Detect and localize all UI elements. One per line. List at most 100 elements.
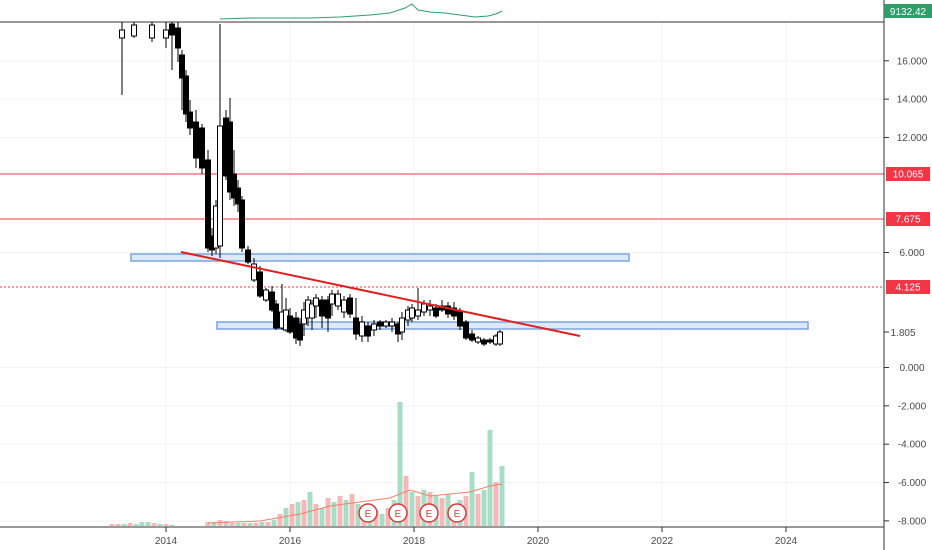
candle-body bbox=[335, 293, 341, 307]
volume-bar bbox=[163, 524, 169, 526]
volume-moving-average bbox=[207, 483, 503, 524]
candle-body bbox=[353, 317, 359, 335]
volume-bar bbox=[325, 498, 331, 526]
earnings-marker[interactable] bbox=[447, 503, 467, 523]
candle-body bbox=[193, 121, 199, 159]
price-level-badge bbox=[886, 167, 930, 181]
candle-body bbox=[481, 339, 487, 345]
earnings-marker[interactable] bbox=[358, 503, 378, 523]
candle-body bbox=[163, 29, 169, 39]
volume-bar bbox=[409, 492, 415, 526]
volume-bar bbox=[319, 508, 325, 526]
volume-bar bbox=[403, 476, 409, 526]
earnings-marker-label: E bbox=[365, 509, 372, 520]
price-tick-label: -4.000 bbox=[898, 440, 927, 451]
volume-bar bbox=[109, 524, 115, 526]
price-level-badge-label: 4.125 bbox=[895, 283, 920, 294]
price-tick-label: 6.000 bbox=[899, 248, 924, 259]
candle-body bbox=[205, 159, 211, 249]
volume-bar bbox=[271, 520, 277, 526]
volume-bar bbox=[385, 508, 391, 526]
volume-bar bbox=[475, 494, 481, 526]
candle-body bbox=[389, 321, 395, 327]
volume-bar bbox=[139, 522, 145, 526]
price-level-badge bbox=[886, 212, 930, 226]
candle-body bbox=[319, 299, 325, 317]
candle-body bbox=[313, 297, 319, 307]
volume-bar bbox=[121, 524, 127, 526]
price-badges: 10.065 7.675 4.125 1.805 bbox=[884, 167, 930, 339]
volume-bar bbox=[355, 504, 361, 526]
candle-body bbox=[347, 297, 353, 315]
candle-body bbox=[183, 75, 189, 115]
candle-body bbox=[409, 307, 415, 319]
time-tick-label: 2022 bbox=[651, 536, 674, 547]
time-axis[interactable]: 2014 2016 2018 2020 2022 2024 bbox=[155, 527, 798, 547]
levels bbox=[0, 173, 884, 288]
price-tick-label: 16.000 bbox=[897, 56, 928, 67]
volume-bar bbox=[487, 430, 493, 526]
volume-bar bbox=[397, 402, 403, 526]
support-zone[interactable] bbox=[130, 253, 630, 262]
candle-body bbox=[245, 249, 251, 263]
volume-bar bbox=[211, 522, 217, 526]
candle-body bbox=[239, 199, 245, 249]
candle-body bbox=[231, 173, 237, 199]
volume-bars bbox=[109, 402, 505, 526]
volume-bar bbox=[235, 523, 241, 526]
candle-body bbox=[329, 293, 335, 305]
candle-body bbox=[445, 305, 451, 315]
downtrend-line[interactable] bbox=[180, 251, 581, 337]
volume-bar bbox=[157, 524, 163, 526]
price-tick-label: 12.000 bbox=[897, 133, 928, 144]
earnings-marker[interactable] bbox=[419, 503, 439, 523]
trendline[interactable] bbox=[180, 251, 581, 337]
volume-bar bbox=[481, 490, 487, 526]
volume-bar bbox=[469, 472, 475, 526]
volume-bar bbox=[133, 524, 139, 526]
candle-body bbox=[251, 263, 257, 281]
candle-body bbox=[469, 333, 475, 341]
candle-body bbox=[217, 125, 223, 247]
earnings-marker-label: E bbox=[454, 509, 461, 520]
price-tick-label: 0.000 bbox=[899, 363, 924, 374]
candle-body bbox=[199, 127, 205, 169]
volume-bar bbox=[337, 496, 343, 526]
volume-bar bbox=[229, 523, 235, 526]
candle-body bbox=[341, 299, 347, 313]
navigator-series bbox=[219, 3, 503, 20]
volume-bar bbox=[241, 523, 247, 526]
candles bbox=[119, 22, 503, 346]
volume-bar bbox=[127, 523, 133, 526]
price-level-badge bbox=[886, 280, 930, 294]
candle-body bbox=[263, 289, 269, 301]
candle-body bbox=[433, 307, 439, 317]
earnings-marker-label: E bbox=[426, 509, 433, 520]
candle-body bbox=[131, 24, 137, 37]
candle-body bbox=[399, 317, 405, 333]
time-tick-label: 2018 bbox=[403, 536, 426, 547]
volume-bar bbox=[151, 523, 157, 526]
candle-body bbox=[175, 27, 181, 49]
candle-body bbox=[427, 305, 433, 311]
volume-bar bbox=[331, 502, 337, 526]
candle-body bbox=[457, 311, 463, 327]
navigator-strip[interactable] bbox=[0, 3, 884, 23]
price-axis[interactable]: 16.000 14.000 12.000 6.000 0.000 -2.000 -4.000… bbox=[884, 56, 928, 527]
candle-body bbox=[257, 271, 263, 297]
time-tick-label: 2014 bbox=[155, 536, 178, 547]
price-tick-label: -8.000 bbox=[898, 516, 927, 527]
candle-body bbox=[451, 307, 457, 317]
volume-bar bbox=[343, 500, 349, 526]
volume-bar bbox=[259, 522, 265, 526]
candle-body bbox=[309, 303, 315, 319]
volume-bar bbox=[115, 524, 121, 526]
candle-body bbox=[235, 187, 241, 205]
candle-body bbox=[415, 309, 421, 317]
volume-bar bbox=[349, 494, 355, 526]
candle-body bbox=[497, 331, 503, 345]
candle-body bbox=[377, 321, 383, 327]
candle-body bbox=[325, 299, 331, 319]
earnings-marker[interactable] bbox=[388, 503, 408, 523]
candle-body bbox=[149, 24, 155, 39]
